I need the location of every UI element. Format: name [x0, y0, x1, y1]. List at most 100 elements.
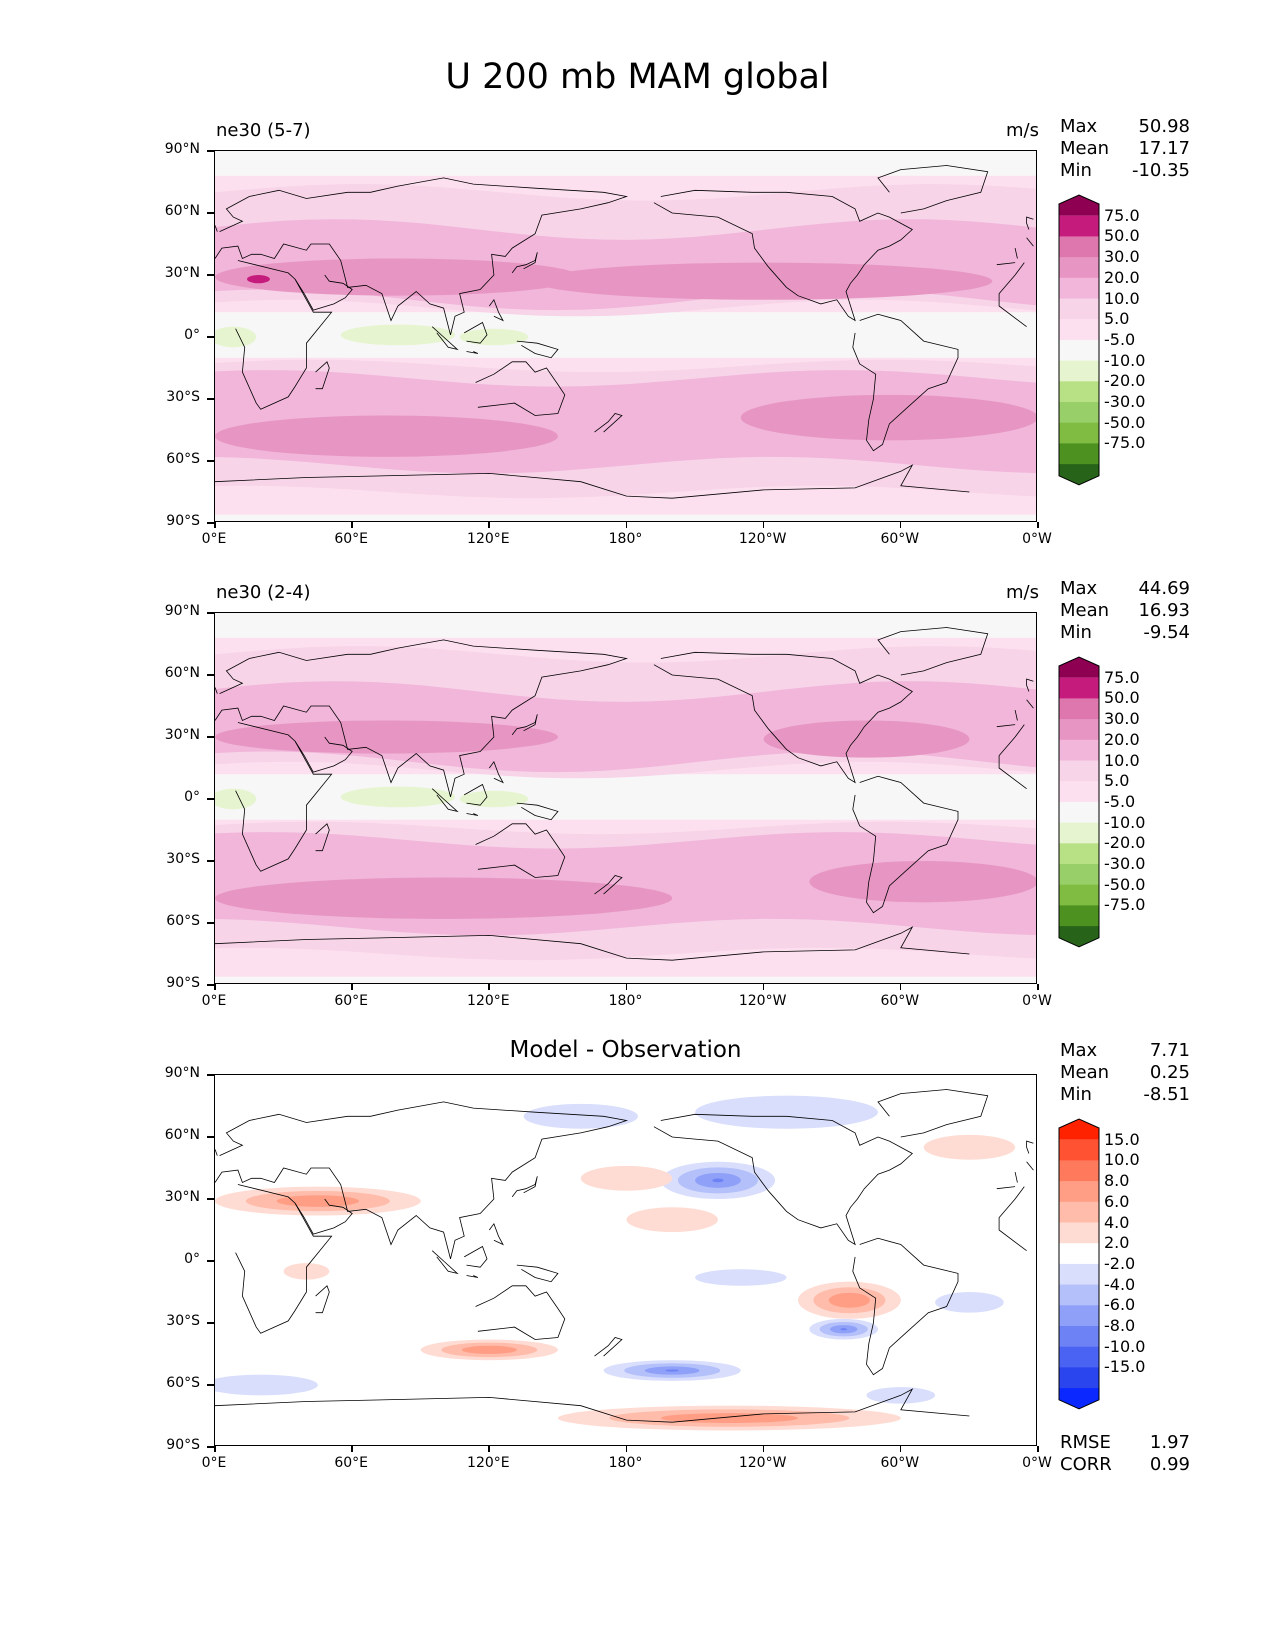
- colorbar-tick-label: 10.0: [1104, 288, 1140, 308]
- lat-tick: [207, 1136, 214, 1138]
- stat-value: 50.98: [1138, 116, 1190, 137]
- lat-tick: [207, 674, 214, 676]
- panel-2-contour-field: [215, 1075, 1036, 1445]
- lon-tick-label: 120°E: [467, 531, 510, 547]
- colorbar-extend-top: [1059, 1119, 1099, 1140]
- coastline-7-0: [215, 464, 970, 499]
- figure-title: U 200 mb MAM global: [445, 57, 830, 97]
- colorbar-outline: [1058, 194, 1100, 486]
- coastline-12-0: [431, 788, 459, 813]
- coastline-7-0: [215, 926, 970, 961]
- colorbar-swatch: [1059, 1305, 1099, 1327]
- jet-core-3: [740, 394, 1036, 441]
- panel-0-contour-field: [215, 151, 1036, 521]
- colorbar-tick-label: 5.0: [1104, 771, 1130, 791]
- lat-tick: [207, 1260, 214, 1262]
- lat-tick: [207, 922, 214, 924]
- coastline-1-2: [1026, 1161, 1034, 1171]
- stat-row: Min -8.51: [1060, 1084, 1190, 1106]
- colorbar-swatch: [1059, 422, 1099, 444]
- stat-value: -9.54: [1143, 622, 1190, 643]
- jet-core-0: [215, 258, 581, 296]
- coastline-11-0: [594, 413, 623, 433]
- stat-row: Min -10.35: [1060, 160, 1190, 182]
- coastline-0-0: [996, 262, 1016, 266]
- lat-tick: [207, 984, 214, 986]
- lat-tick-label: 30°N: [164, 1189, 200, 1205]
- colorbar-tick-label: 20.0: [1104, 267, 1140, 287]
- colorbar-swatch: [1059, 698, 1099, 720]
- lon-tick: [625, 1446, 627, 1452]
- anomaly-positive-2-level-2: [828, 1292, 870, 1308]
- coastline-8-0: [511, 714, 538, 736]
- lon-tick: [1037, 984, 1039, 990]
- coastline-1-2: [1026, 237, 1034, 247]
- coastline-14-0: [464, 1245, 488, 1268]
- coastline-10-0: [315, 1285, 330, 1314]
- lon-tick-label: 180°: [608, 993, 643, 1009]
- coastline-10-0: [315, 361, 330, 390]
- coastline-1-0: [1014, 248, 1018, 259]
- colorbar-tick-label: -30.0: [1104, 854, 1146, 873]
- colorbar-swatch: [1059, 443, 1099, 465]
- stat-value: 44.69: [1138, 578, 1190, 599]
- coastline-15-0: [516, 340, 559, 359]
- coastline-9-1: [215, 225, 218, 232]
- colorbar-swatch: [1059, 319, 1099, 341]
- lon-tick-label: 0°E: [201, 531, 227, 547]
- stat-row: Min -9.54: [1060, 622, 1190, 644]
- colorbar-swatch: [1059, 1263, 1099, 1286]
- weak-negative-0: [523, 1103, 638, 1129]
- lat-tick-label: 90°N: [164, 141, 200, 157]
- colorbar-swatch: [1059, 1181, 1099, 1203]
- stat-label: Max: [1060, 1040, 1098, 1061]
- panel-0-units: m/s: [1006, 120, 1039, 141]
- colorbar-outline: [1058, 1118, 1100, 1410]
- coastline-9-1: [215, 687, 218, 694]
- weak-negative-2: [215, 1374, 318, 1396]
- colorbar-swatch: [1059, 1243, 1099, 1265]
- colorbar-tick-label: 10.0: [1104, 750, 1140, 770]
- colorbar-swatch: [1059, 905, 1099, 927]
- colorbar-swatch: [1059, 236, 1099, 258]
- easterly-patch-indian: [340, 786, 456, 808]
- lat-tick: [207, 212, 214, 214]
- colorbar-tick-label: 5.0: [1104, 309, 1130, 329]
- anomaly-positive-0-level-2: [276, 1195, 360, 1207]
- panel-0-title: ne30 (5-7): [216, 120, 311, 141]
- colorbar-swatch: [1059, 719, 1099, 741]
- colorbar-tick-label: -5.0: [1104, 791, 1136, 811]
- weak-positive-0: [580, 1165, 673, 1191]
- lon-tick: [214, 984, 216, 990]
- lon-tick: [351, 984, 353, 990]
- stat-value: 0.25: [1149, 1062, 1190, 1083]
- metric-label: CORR: [1060, 1454, 1112, 1475]
- stat-row: Mean 17.17: [1060, 138, 1190, 160]
- colorbar-tick-label: -30.0: [1104, 392, 1146, 411]
- lat-tick: [207, 398, 214, 400]
- lon-tick-label: 0°W: [1022, 993, 1052, 1009]
- coastline-3-0: [475, 361, 566, 416]
- lat-tick: [207, 860, 214, 862]
- anomaly-positive-6-level-2: [660, 1413, 798, 1424]
- colorbar-tick-label: -10.0: [1104, 812, 1146, 832]
- colorbar-swatch: [1059, 1160, 1099, 1182]
- lon-tick-label: 60°W: [880, 1455, 920, 1471]
- lat-tick: [207, 274, 214, 276]
- lat-tick-label: 30°N: [164, 727, 200, 743]
- lat-tick-label: 90°S: [166, 1437, 200, 1453]
- lon-tick: [1037, 522, 1039, 528]
- stat-label: Mean: [1060, 600, 1110, 621]
- colorbar-swatch: [1059, 863, 1099, 886]
- colorbar-tick-label: -50.0: [1104, 412, 1146, 432]
- coastline-3-0: [475, 823, 566, 878]
- coastline-8-0: [511, 1176, 538, 1198]
- coastline-8-0: [511, 252, 538, 274]
- colorbar-tick-label: -50.0: [1104, 874, 1146, 894]
- lat-tick-label: 30°S: [166, 1313, 200, 1329]
- coastline-11-0: [594, 1337, 623, 1357]
- lon-tick: [899, 1446, 902, 1452]
- lat-tick-label: 60°N: [164, 665, 200, 681]
- lon-tick-label: 60°W: [880, 531, 920, 547]
- lat-tick-label: 90°S: [166, 513, 200, 529]
